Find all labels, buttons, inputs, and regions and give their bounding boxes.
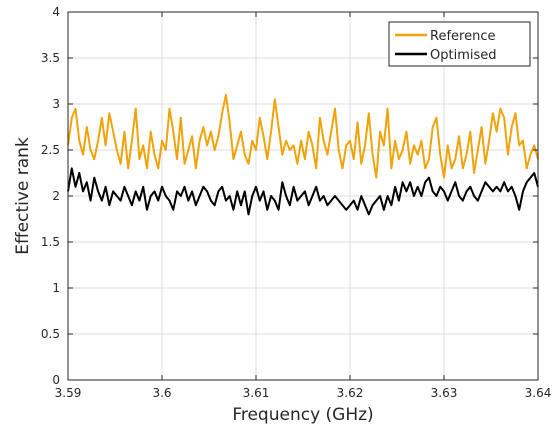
- x-tick-label: 3.59: [55, 386, 82, 400]
- x-tick-label: 3.64: [525, 386, 552, 400]
- legend-box: [388, 21, 531, 67]
- y-axis-label: Effective rank: [13, 137, 33, 255]
- y-tick-label: 2: [52, 189, 60, 203]
- series-line-reference: [67, 93, 539, 179]
- y-tick-label: 3: [52, 97, 60, 111]
- x-axis-label: Frequency (GHz): [232, 405, 373, 425]
- x-tick-label: 3.6: [152, 386, 171, 400]
- legend-label-reference: Reference: [430, 29, 495, 44]
- legend-label-optimised: Optimised: [430, 48, 497, 63]
- y-tick-label: 4: [52, 5, 60, 19]
- series-line-optimised: [67, 167, 539, 216]
- legend: Reference Optimised: [388, 21, 531, 67]
- y-tick-label: 2.5: [41, 143, 60, 157]
- x-tick-label: 3.63: [431, 386, 458, 400]
- x-tick-label: 3.61: [243, 386, 270, 400]
- y-tick-label: 3.5: [41, 51, 60, 65]
- y-tick-label: 0: [52, 373, 60, 387]
- x-tick-label: 3.62: [337, 386, 364, 400]
- y-tick-label: 1.5: [41, 235, 60, 249]
- series-lines: [67, 93, 539, 216]
- y-tick-label: 1: [52, 281, 60, 295]
- ticks: 3.59 3.6 3.61 3.62 3.63 3.64 0 0.5 1 1.5 2 2.5 3 3.5 4: [41, 5, 551, 400]
- y-tick-label: 0.5: [41, 327, 60, 341]
